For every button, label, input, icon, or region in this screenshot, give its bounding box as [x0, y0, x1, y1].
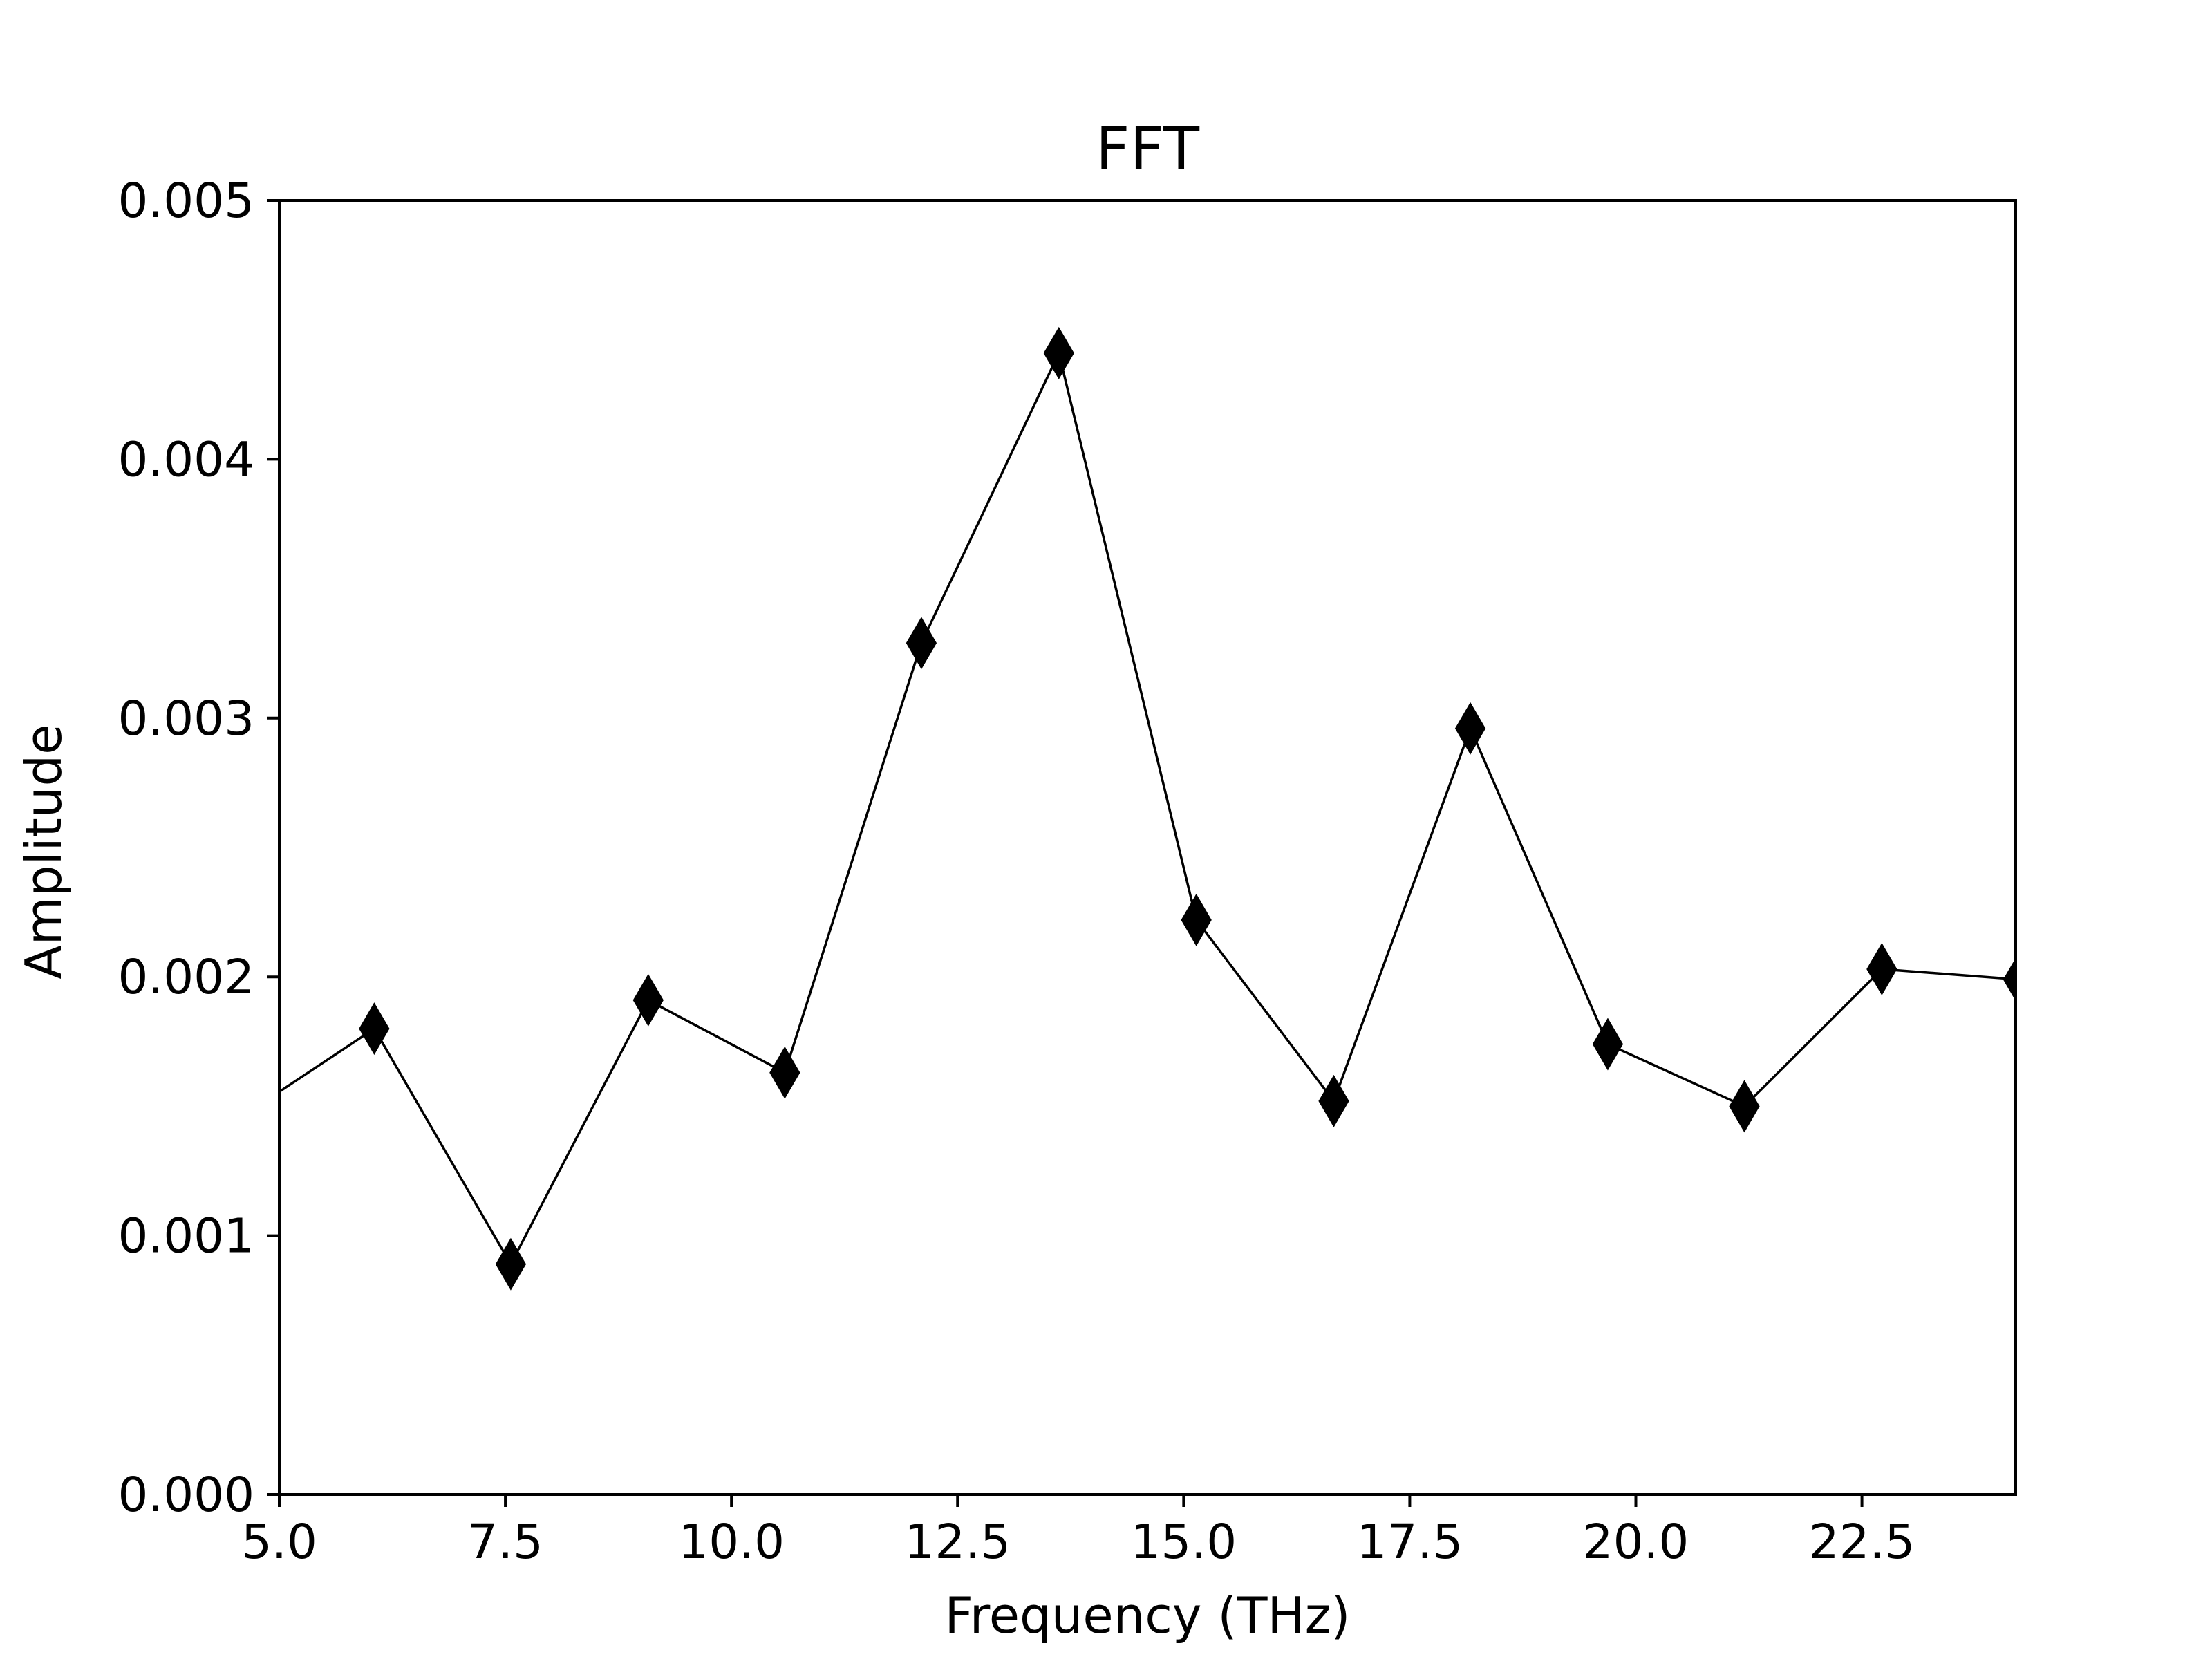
data-point-marker — [1181, 893, 1212, 946]
x-axis-label: Frequency (THz) — [945, 1586, 1351, 1644]
data-point-marker — [495, 1237, 527, 1291]
x-tick-label: 7.5 — [467, 1515, 543, 1570]
x-tick-label: 12.5 — [904, 1515, 1011, 1570]
data-point-marker — [2003, 957, 2016, 1002]
x-tick-label: 20.0 — [1583, 1515, 1689, 1570]
plot-frame — [278, 199, 2017, 1496]
x-tick-label: 5.0 — [241, 1515, 317, 1570]
data-point-marker — [1866, 942, 1897, 995]
data-point-marker — [359, 1002, 390, 1056]
y-tick-label: 0.002 — [118, 950, 254, 1005]
chart-title: FFT — [1096, 115, 1199, 184]
data-point-marker — [769, 1046, 800, 1099]
y-tick-label: 0.003 — [118, 691, 254, 747]
y-tick-label: 0.001 — [118, 1209, 254, 1264]
x-tick-label: 10.0 — [678, 1515, 785, 1570]
data-point-marker — [1592, 1018, 1624, 1071]
series-line — [279, 352, 2016, 1266]
y-tick-label: 0.000 — [118, 1468, 254, 1523]
data-point-marker — [1318, 1074, 1349, 1127]
x-tick-label: 15.0 — [1131, 1515, 1237, 1570]
data-point-marker — [1454, 702, 1486, 755]
y-tick-label: 0.005 — [118, 174, 254, 229]
ticks-layer: 5.0 7.5 10.0 12.5 15.0 17.5 20.0 22.5 0.000 0.001… — [118, 174, 1915, 1570]
series-layer — [279, 326, 2016, 1291]
data-point-marker — [1043, 326, 1074, 379]
y-axis-label: Amplitude — [15, 724, 73, 980]
data-point-marker — [906, 617, 937, 670]
y-tick-label: 0.004 — [118, 432, 254, 487]
x-tick-label: 17.5 — [1357, 1515, 1463, 1570]
data-point-marker — [632, 973, 664, 1027]
x-tick-label: 22.5 — [1809, 1515, 1915, 1570]
data-point-marker — [1729, 1080, 1760, 1133]
